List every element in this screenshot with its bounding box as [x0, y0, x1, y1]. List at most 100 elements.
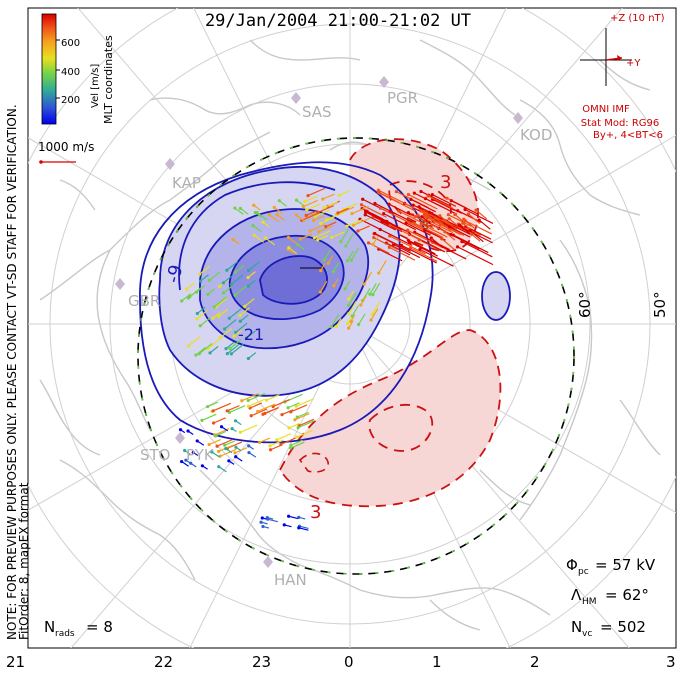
velocity-vector-origin [474, 208, 478, 212]
velocity-vector-origin [221, 281, 225, 285]
velocity-vector-origin [197, 272, 202, 276]
velocity-vector [357, 225, 370, 232]
velocity-vector [225, 341, 235, 350]
vector-scale-bar [39, 160, 76, 164]
velocity-vector-origin [233, 451, 237, 455]
mlt-label-21: 21 [6, 653, 25, 671]
velocity-vector-origin [289, 443, 293, 447]
velocity-vector-origin [468, 229, 472, 233]
velocity-vector-origin [194, 353, 198, 357]
velocity-vector [301, 213, 318, 221]
velocity-vector-origin [406, 211, 410, 215]
velocity-vector [322, 193, 335, 200]
velocity-vector-origin [267, 213, 271, 217]
velocity-vector-origin [178, 428, 183, 432]
velocity-vector-origin [184, 458, 188, 462]
velocity-vector [378, 189, 415, 209]
velocity-vector-origin [317, 230, 321, 234]
velocity-vector [457, 246, 494, 266]
velocity-vector-origin [305, 208, 309, 212]
velocity-vector-origin [346, 303, 351, 307]
velocity-vector [317, 205, 334, 213]
velocity-vector [336, 206, 355, 215]
velocity-vector [181, 293, 192, 302]
velocity-vector-origin [366, 241, 371, 245]
velocity-vector [234, 284, 248, 296]
velocity-vector [361, 208, 384, 220]
velocity-vector [290, 441, 305, 449]
velocity-vector-origin [316, 238, 320, 242]
velocity-vector [337, 207, 349, 214]
velocity-vector-origin [336, 211, 340, 215]
velocity-vector-origin [186, 429, 190, 433]
velocity-vector-origin [409, 197, 413, 201]
velocity-vector [345, 233, 354, 247]
velocity-vector-origin [198, 324, 202, 328]
velocity-vector-origin [212, 421, 216, 425]
stat-nvc-value: = 502 [600, 618, 646, 636]
station-kap: KAP [172, 174, 201, 192]
velocity-vector [346, 218, 363, 227]
velocity-vector-origin [397, 209, 401, 213]
colorbar-tick-200: 200 [61, 95, 80, 106]
velocity-vector [196, 284, 206, 293]
velocity-vector-origin [219, 425, 224, 429]
velocity-vector-origin [261, 220, 265, 224]
velocity-vector [426, 213, 458, 230]
stat-phi-symbol: Φ [566, 556, 578, 574]
velocity-vector-origin [218, 336, 222, 340]
velocity-vector-origin [211, 316, 215, 320]
velocity-vector-origin [387, 245, 391, 249]
velocity-vector-origin [356, 229, 360, 233]
velocity-vector-origin [331, 269, 335, 274]
imf-condition: By+, 4<BT<6 [593, 130, 663, 141]
velocity-vector-origin [416, 213, 420, 217]
velocity-vector-origin [211, 409, 215, 413]
velocity-vector-origin [198, 279, 203, 283]
stat-phi-value: = 57 kV [595, 556, 656, 574]
velocity-vector [269, 439, 285, 447]
velocity-vector [348, 292, 357, 306]
velocity-vector [244, 298, 255, 307]
velocity-vector-origin [394, 190, 398, 194]
velocity-vector [212, 311, 221, 319]
velocity-vector [343, 202, 358, 210]
velocity-vector [475, 209, 488, 220]
velocity-vector [267, 518, 278, 523]
velocity-vector-origin [434, 216, 438, 220]
velocity-vector-origin [426, 194, 430, 198]
velocity-vector-origin [359, 303, 363, 307]
velocity-vector-origin [218, 284, 222, 289]
velocity-vector [207, 401, 219, 408]
velocity-vector [432, 194, 457, 207]
velocity-vector-origin [306, 193, 310, 198]
velocity-vector [240, 424, 258, 433]
velocity-vector-origin [233, 419, 238, 423]
velocity-vector [239, 307, 250, 316]
velocity-vector-origin [287, 514, 291, 518]
velocity-vector [340, 229, 349, 242]
velocity-vector [450, 234, 480, 250]
velocity-vector [425, 198, 458, 215]
velocity-vector-origin [294, 198, 299, 202]
velocity-vector-origin [456, 209, 460, 213]
velocity-vector [259, 437, 271, 444]
velocity-vector [230, 343, 244, 355]
stat-lambda-sub: HM [582, 597, 597, 607]
velocity-vector-origin [277, 199, 281, 203]
velocity-vector-origin [246, 275, 250, 280]
velocity-vector [398, 210, 435, 230]
velocity-vector [208, 439, 221, 446]
velocity-vector [409, 241, 431, 253]
velocity-vector-origin [195, 311, 199, 316]
velocity-vector [351, 206, 369, 215]
velocity-vector [453, 234, 489, 254]
velocity-vector-origin [359, 203, 364, 207]
velocity-vector [195, 347, 206, 356]
velocity-vector-origin [268, 448, 273, 452]
velocity-vector-origin [246, 284, 250, 288]
velocity-vector [360, 295, 367, 306]
velocity-vector-origin [194, 290, 199, 294]
velocity-vector [313, 215, 325, 222]
station-gbr: GBR [128, 292, 160, 310]
